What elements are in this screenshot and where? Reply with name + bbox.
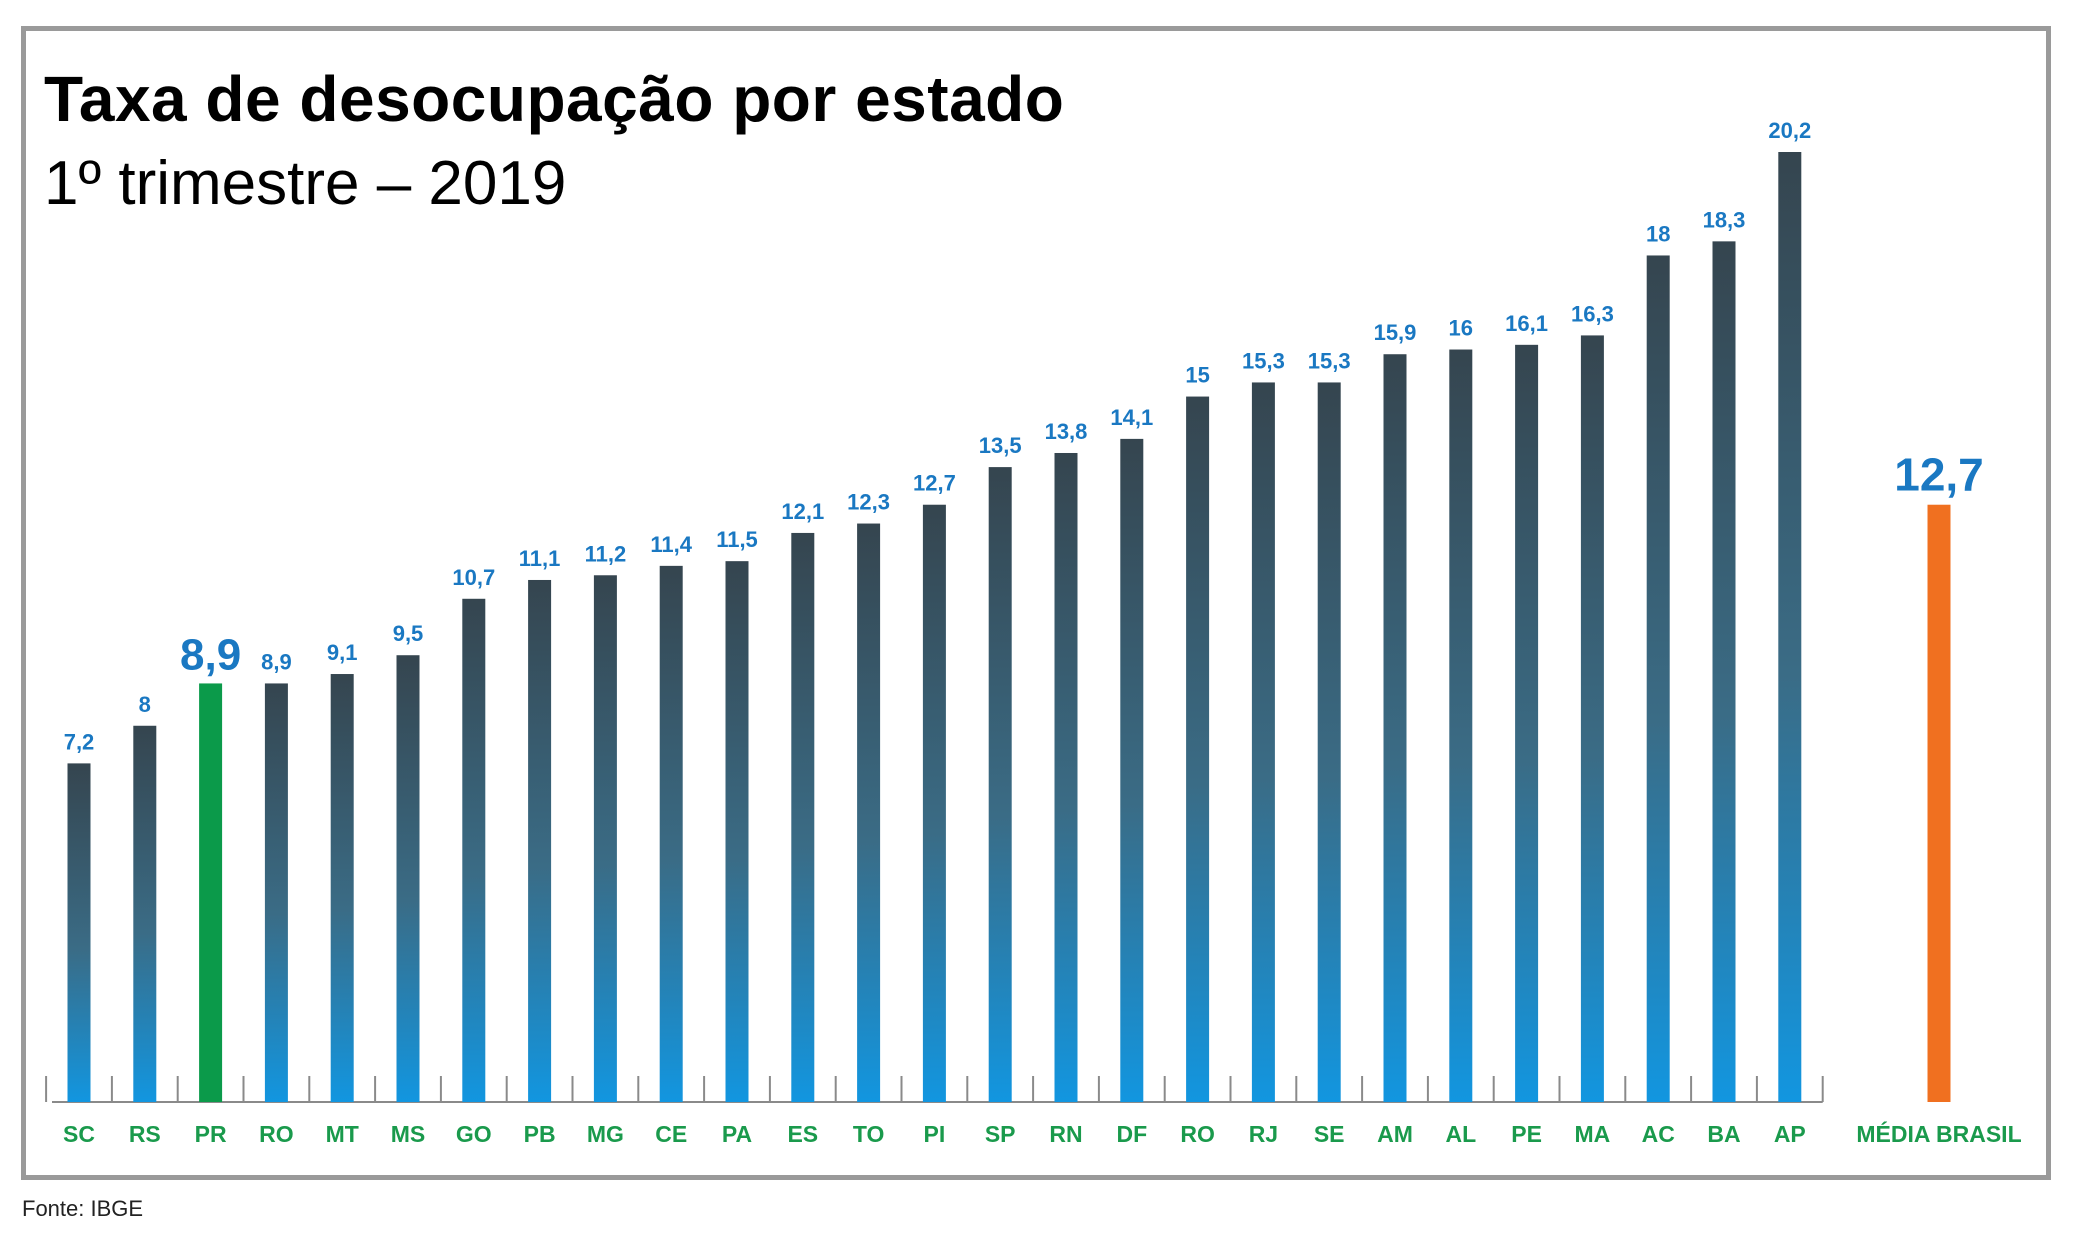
value-label-media-brasil: 12,7 xyxy=(1894,449,1984,501)
value-label: 12,7 xyxy=(913,471,956,496)
value-label: 18,3 xyxy=(1703,207,1746,232)
bar-ce xyxy=(659,565,683,1102)
bar-mt xyxy=(330,674,354,1102)
value-label: 20,2 xyxy=(1768,118,1811,143)
source-note: Fonte: IBGE xyxy=(22,1196,144,1221)
bar-sp xyxy=(988,467,1012,1102)
value-label: 7,2 xyxy=(64,729,95,754)
bar-ma xyxy=(1580,335,1604,1102)
bar-pb xyxy=(528,579,552,1102)
chart-frame xyxy=(21,26,2051,1180)
value-label: 11,5 xyxy=(716,527,758,552)
bar-ba xyxy=(1712,241,1736,1102)
category-label: SC xyxy=(63,1121,95,1147)
chart-subtitle: 1º trimestre – 2019 xyxy=(44,149,567,218)
category-label: SE xyxy=(1314,1121,1345,1147)
category-label: BA xyxy=(1707,1121,1740,1147)
bar-df xyxy=(1120,438,1144,1102)
bar-rn xyxy=(1054,452,1078,1102)
bar-ro xyxy=(264,683,288,1102)
bar-ap xyxy=(1778,152,1802,1102)
category-label: TO xyxy=(853,1121,885,1147)
chart-title: Taxa de desocupação por estado xyxy=(44,63,1065,135)
category-label: RJ xyxy=(1249,1121,1278,1147)
category-label: RO xyxy=(259,1121,294,1147)
value-label: 12,1 xyxy=(781,499,824,524)
bar-es xyxy=(791,532,815,1102)
category-label: PB xyxy=(524,1121,556,1147)
category-label: MS xyxy=(391,1121,426,1147)
category-label: AP xyxy=(1774,1121,1806,1147)
bar-se xyxy=(1317,382,1341,1102)
category-label: MA xyxy=(1575,1121,1611,1147)
value-label: 16,1 xyxy=(1505,311,1548,336)
category-label: AM xyxy=(1377,1121,1413,1147)
category-label: PI xyxy=(924,1121,946,1147)
category-label: PA xyxy=(722,1121,752,1147)
value-label: 16 xyxy=(1449,316,1473,341)
category-label: DF xyxy=(1116,1121,1147,1147)
category-label: MT xyxy=(326,1121,359,1147)
bars: 7,2 SC 8 RS 8,9 PR 8,9 RO 9,1 MT 9,5 MS 10,7 GO 11,1 PB… xyxy=(63,118,2022,1147)
bar-rj xyxy=(1251,382,1275,1102)
value-label: 9,1 xyxy=(327,640,358,665)
category-label: RS xyxy=(129,1121,161,1147)
value-label: 8 xyxy=(139,692,151,717)
value-label: 11,4 xyxy=(650,532,692,557)
value-label: 8,9 xyxy=(180,630,241,679)
bar-ac xyxy=(1646,255,1670,1103)
value-label: 14,1 xyxy=(1110,405,1153,430)
value-label: 10,7 xyxy=(452,565,495,590)
value-label: 11,2 xyxy=(585,541,627,566)
value-label: 11,1 xyxy=(519,546,561,571)
category-label: ES xyxy=(787,1121,818,1147)
bar-sc xyxy=(67,763,91,1102)
category-label-media-brasil: MÉDIA BRASIL xyxy=(1856,1120,2021,1147)
category-label: PR xyxy=(195,1121,227,1147)
bar-mg xyxy=(593,575,617,1102)
value-label: 13,8 xyxy=(1045,419,1088,444)
value-label: 15,3 xyxy=(1242,348,1285,373)
value-label: 9,5 xyxy=(393,621,424,646)
value-label: 16,3 xyxy=(1571,301,1614,326)
category-label: PE xyxy=(1511,1121,1542,1147)
value-label: 18 xyxy=(1646,221,1670,246)
bar-to xyxy=(857,523,881,1102)
category-label: MG xyxy=(587,1121,624,1147)
category-label: AC xyxy=(1642,1121,1675,1147)
bar-pi xyxy=(922,504,946,1102)
bar-am xyxy=(1383,354,1407,1102)
category-label: RN xyxy=(1049,1121,1082,1147)
value-label: 15 xyxy=(1185,363,1209,388)
value-label: 8,9 xyxy=(261,649,292,674)
bar-go xyxy=(462,598,486,1102)
value-label: 15,3 xyxy=(1308,348,1351,373)
bar-ro xyxy=(1186,396,1210,1102)
bar-ms xyxy=(396,655,420,1102)
category-label: CE xyxy=(655,1121,687,1147)
category-label: SP xyxy=(985,1121,1016,1147)
bar-pr xyxy=(199,683,223,1102)
bar-media-brasil xyxy=(1927,504,1951,1102)
category-label: AL xyxy=(1445,1121,1476,1147)
bar-pa xyxy=(725,561,749,1102)
category-label: GO xyxy=(456,1121,492,1147)
bar-rs xyxy=(133,725,157,1102)
bar-al xyxy=(1449,349,1473,1102)
bar-pe xyxy=(1515,344,1539,1102)
value-label: 13,5 xyxy=(979,433,1022,458)
value-label: 12,3 xyxy=(847,490,890,515)
value-label: 15,9 xyxy=(1374,320,1417,345)
category-label: RO xyxy=(1180,1121,1215,1147)
